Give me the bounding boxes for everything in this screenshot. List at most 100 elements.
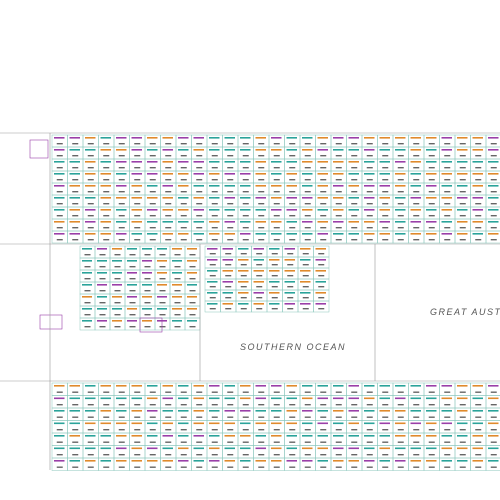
sheet-number <box>103 203 110 205</box>
sheet-name <box>69 397 80 400</box>
sheet-name <box>488 435 499 437</box>
sheet-name <box>100 385 111 387</box>
sheet-number <box>351 404 358 406</box>
sheet-name <box>426 137 437 139</box>
sheet-name <box>379 233 390 235</box>
sheet-number <box>189 290 196 292</box>
sheet-number <box>273 454 280 456</box>
sheet-number <box>227 191 234 193</box>
sheet-number <box>318 275 325 277</box>
sheet-number <box>351 416 358 418</box>
sheet-number <box>189 266 196 268</box>
sheet-number <box>144 266 151 268</box>
sheet-name <box>85 149 96 151</box>
sheet-number <box>144 278 151 280</box>
sheet-name <box>193 233 204 235</box>
sheet-number <box>227 179 234 181</box>
sheet-name <box>286 435 297 437</box>
sheet-name <box>178 460 189 462</box>
sheet-name <box>315 292 326 294</box>
sheet-number <box>242 391 249 393</box>
sheet-name <box>147 197 158 199</box>
sheet-number <box>258 215 265 217</box>
sheet-number <box>413 239 420 241</box>
sheet-number <box>335 203 342 205</box>
sheet-number <box>87 155 94 157</box>
sheet-number <box>258 239 265 241</box>
sheet-number <box>87 143 94 145</box>
sheet-number <box>174 254 181 256</box>
sheet-name <box>271 460 282 462</box>
sheet-name <box>162 161 173 163</box>
sheet-name <box>488 385 499 387</box>
sheet-name <box>457 185 468 187</box>
sheet-name <box>147 185 158 187</box>
sheet-number <box>366 239 373 241</box>
sheet-name <box>286 149 297 151</box>
sheet-number <box>72 143 79 145</box>
sheet-number <box>490 391 497 393</box>
sheet-name <box>142 308 152 310</box>
sheet-number <box>413 179 420 181</box>
sheet-number <box>256 297 263 299</box>
sheet-number <box>165 416 172 418</box>
sheet-number <box>318 253 325 255</box>
sheet-number <box>227 391 234 393</box>
sheet-name <box>162 460 173 462</box>
sheet-name <box>364 385 375 387</box>
sheet-name <box>112 260 122 262</box>
sheet-number <box>273 404 280 406</box>
sheet-name <box>441 137 452 139</box>
sheet-name <box>222 292 233 294</box>
sheet-name <box>240 173 251 175</box>
sheet-number <box>444 454 451 456</box>
sheet-number <box>304 429 311 431</box>
sheet-name <box>193 221 204 223</box>
sheet-name <box>271 385 282 387</box>
sheet-number <box>413 143 420 145</box>
sheet-name <box>348 173 359 175</box>
sheet-name <box>193 173 204 175</box>
sheet-name <box>142 284 152 286</box>
sheet-name <box>333 397 344 400</box>
sheet-number <box>490 215 497 217</box>
sheet-name <box>395 447 406 450</box>
sheet-name <box>85 385 96 387</box>
sheet-name <box>348 209 359 211</box>
sheet-name <box>379 173 390 175</box>
sheet-name <box>395 410 406 412</box>
sheet-number <box>196 466 203 468</box>
sheet-name <box>54 149 65 151</box>
sheet-number <box>475 167 482 169</box>
sheet-name <box>127 260 137 262</box>
sheet-number <box>475 466 482 468</box>
sheet-name <box>255 221 266 223</box>
sheet-number <box>304 416 311 418</box>
sheet-name <box>131 137 142 139</box>
sheet-name <box>317 149 328 151</box>
sheet-name <box>240 410 251 412</box>
sheet-number <box>256 286 263 288</box>
sheet-name <box>317 161 328 163</box>
sheet-name <box>178 422 189 425</box>
sheet-name <box>426 233 437 235</box>
sheet-number <box>351 155 358 157</box>
sheet-name <box>410 161 421 163</box>
sheet-name <box>116 185 127 187</box>
sheet-number <box>134 215 141 217</box>
sheet-number <box>351 191 358 193</box>
sheet-name <box>364 161 375 163</box>
sheet-name <box>395 149 406 151</box>
sheet-number <box>490 227 497 229</box>
sheet-number <box>289 404 296 406</box>
sheet-number <box>149 191 156 193</box>
sheet-number <box>87 215 94 217</box>
sheet-number <box>159 266 166 268</box>
sheet-number <box>428 227 435 229</box>
sheet-number <box>444 466 451 468</box>
sheet-name <box>85 161 96 163</box>
sheet-number <box>87 466 94 468</box>
sheet-name <box>488 185 499 187</box>
sheet-number <box>459 441 466 443</box>
sheet-name <box>69 435 80 437</box>
